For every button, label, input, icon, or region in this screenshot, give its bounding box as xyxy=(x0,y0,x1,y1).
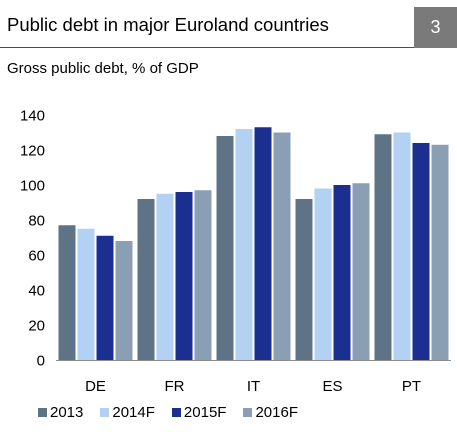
chart-legend: 2013 2014F 2015F 2016F xyxy=(38,404,315,421)
chart-subtitle: Gross public debt, % of GDP xyxy=(7,60,199,77)
legend-label: 2013 xyxy=(50,404,84,421)
bar-chart: 0 20 40 60 80 100 120 140 DE FR IT ES PT xyxy=(20,108,451,395)
x-tick-label: DE xyxy=(85,378,106,395)
legend-item: 2015F xyxy=(171,404,227,421)
bar-pt-2015f xyxy=(412,143,430,360)
bar-es-2015f xyxy=(333,185,351,360)
legend-swatch xyxy=(100,408,110,417)
bar-it-2015f xyxy=(254,127,272,360)
chart-title: Public debt in major Euroland countries xyxy=(7,14,329,35)
x-tick-label: PT xyxy=(402,378,421,395)
legend-swatch xyxy=(38,408,47,417)
y-tick-label: 120 xyxy=(20,143,45,160)
y-tick-label: 40 xyxy=(28,283,45,300)
legend-label: 2014F xyxy=(112,404,155,421)
x-tick-label: ES xyxy=(322,378,342,395)
title-underline xyxy=(0,47,414,48)
bar-de-2014f xyxy=(77,228,95,360)
bar-it-2014f xyxy=(235,129,253,360)
legend-swatch xyxy=(171,408,181,417)
figure-number-badge: 3 xyxy=(414,7,457,48)
y-tick-label: 80 xyxy=(28,213,45,230)
y-tick-label: 100 xyxy=(20,178,45,195)
bar-it-2016f xyxy=(273,132,291,360)
y-tick-label: 60 xyxy=(28,248,45,265)
y-tick-label: 140 xyxy=(20,108,45,125)
legend-label: 2016F xyxy=(255,404,299,421)
bar-de-2013 xyxy=(58,225,76,360)
bar-de-2016f xyxy=(115,241,133,360)
bar-fr-2016f xyxy=(194,190,212,360)
bar-es-2013 xyxy=(295,199,313,360)
bar-fr-2014f xyxy=(156,193,174,360)
chart-header: Public debt in major Euroland countries … xyxy=(0,0,457,50)
y-tick-label: 20 xyxy=(28,318,45,335)
legend-swatch xyxy=(243,408,253,417)
legend-label: 2015F xyxy=(183,404,227,421)
bar-pt-2016f xyxy=(431,144,449,360)
bar-de-2015f xyxy=(96,235,114,360)
bar-it-2013 xyxy=(216,136,234,360)
bar-pt-2014f xyxy=(393,132,411,360)
bar-es-2016f xyxy=(352,183,370,360)
legend-item: 2014F xyxy=(100,404,155,421)
bar-pt-2013 xyxy=(374,134,392,360)
x-tick-label: FR xyxy=(165,378,185,395)
bar-fr-2013 xyxy=(137,199,155,360)
x-tick-label: IT xyxy=(247,378,260,395)
bar-fr-2015f xyxy=(175,192,193,360)
y-tick-label: 0 xyxy=(37,353,45,370)
legend-item: 2016F xyxy=(243,404,298,421)
legend-item: 2013 xyxy=(38,404,83,421)
bar-es-2014f xyxy=(314,188,332,360)
